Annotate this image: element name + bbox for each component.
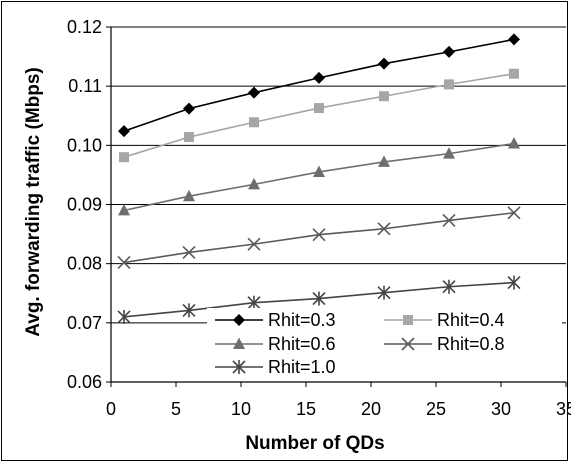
data-point [313,71,325,84]
y-tick-label: 0.12 [67,17,102,37]
x-tick-label: 20 [361,399,381,419]
data-point [312,291,326,306]
x-tick-label: 5 [171,399,181,419]
x-tick-label: 15 [296,399,316,419]
data-point [507,206,521,220]
legend-entry: Rhit=1.0 [215,357,336,377]
data-point [377,285,391,300]
series-Rhit=0.4 [119,68,519,163]
y-tick-label: 0.06 [67,372,102,392]
data-point [379,91,389,102]
legend-label: Rhit=1.0 [268,357,336,377]
data-point [183,189,195,202]
x-tick-label: 0 [106,399,116,419]
data-point [118,203,130,216]
data-point [118,125,130,138]
legend-entry: Rhit=0.8 [384,334,505,354]
legend-marker [233,314,245,326]
marker-stroke [442,213,456,228]
axes: 0.06 0.07 0.08 0.09 0.10 0.11 0.12 0 5 10 15 20 25 30… [67,17,571,419]
data-point [247,295,261,310]
y-tick-label: 0.07 [67,313,102,333]
marker-stroke [117,255,131,270]
x-tick-label: 30 [491,399,511,419]
data-point [247,237,261,251]
y-axis-title: Avg. forwarding traffic (Mbps) [23,67,44,337]
marker-stroke [182,245,196,259]
y-tick-label: 0.08 [67,254,102,274]
y-tick-label: 0.11 [68,76,102,96]
series-Rhit=0.3 [118,33,520,138]
legend: Rhit=0.3 Rhit=0.4 Rhit=0.6 Rhit=0.8 Rhit=1.0 [207,308,562,381]
data-point [248,177,260,190]
y-tick-label: 0.09 [67,195,102,215]
data-point [378,57,390,70]
legend-entry: Rhit=0.3 [215,310,336,330]
data-point [442,213,456,228]
data-point [119,152,129,163]
series-group [117,33,521,324]
marker-stroke [507,206,521,220]
legend-label: Rhit=0.6 [268,334,336,354]
series-Rhit=0.8 [117,206,521,270]
marker-stroke [312,228,326,242]
data-point [508,33,520,46]
data-point [117,309,131,324]
data-point [314,103,324,114]
x-tick-label: 35 [556,399,571,419]
legend-entry: Rhit=0.6 [215,334,336,354]
data-point [378,155,390,167]
legend-label: Rhit=0.8 [437,334,505,354]
data-point [182,245,196,259]
series-line [123,211,515,264]
series-line [123,142,515,212]
data-point [117,255,131,270]
data-point [377,222,391,236]
data-point [183,102,195,115]
x-tick-label: 10 [231,399,251,419]
series-Rhit=0.6 [118,137,520,216]
data-point [442,279,456,294]
marker-stroke [401,337,415,351]
data-point [249,117,259,128]
marker-stroke [377,222,391,236]
legend-marker [403,315,413,325]
data-point [507,275,521,290]
data-point [313,165,325,177]
data-point [184,132,194,143]
data-point [509,68,519,79]
data-point [444,79,454,90]
legend-entry: Rhit=0.4 [384,310,505,330]
legend-marker [233,337,245,349]
marker-stroke [247,237,261,251]
y-tick-label: 0.10 [67,135,102,155]
x-axis-title: Number of QDs [245,433,384,454]
legend-label: Rhit=0.3 [268,310,336,330]
data-point [312,228,326,242]
legend-marker [232,360,246,374]
legend-marker [401,337,415,351]
data-point [182,303,196,318]
data-point [508,137,520,149]
data-point [443,147,455,159]
legend-label: Rhit=0.4 [437,310,505,330]
x-tick-label: 25 [426,399,446,419]
data-point [443,45,455,58]
series-Rhit=1.0 [117,275,521,324]
data-point [248,86,260,99]
series-line [123,38,515,132]
grid-lines [111,26,566,324]
